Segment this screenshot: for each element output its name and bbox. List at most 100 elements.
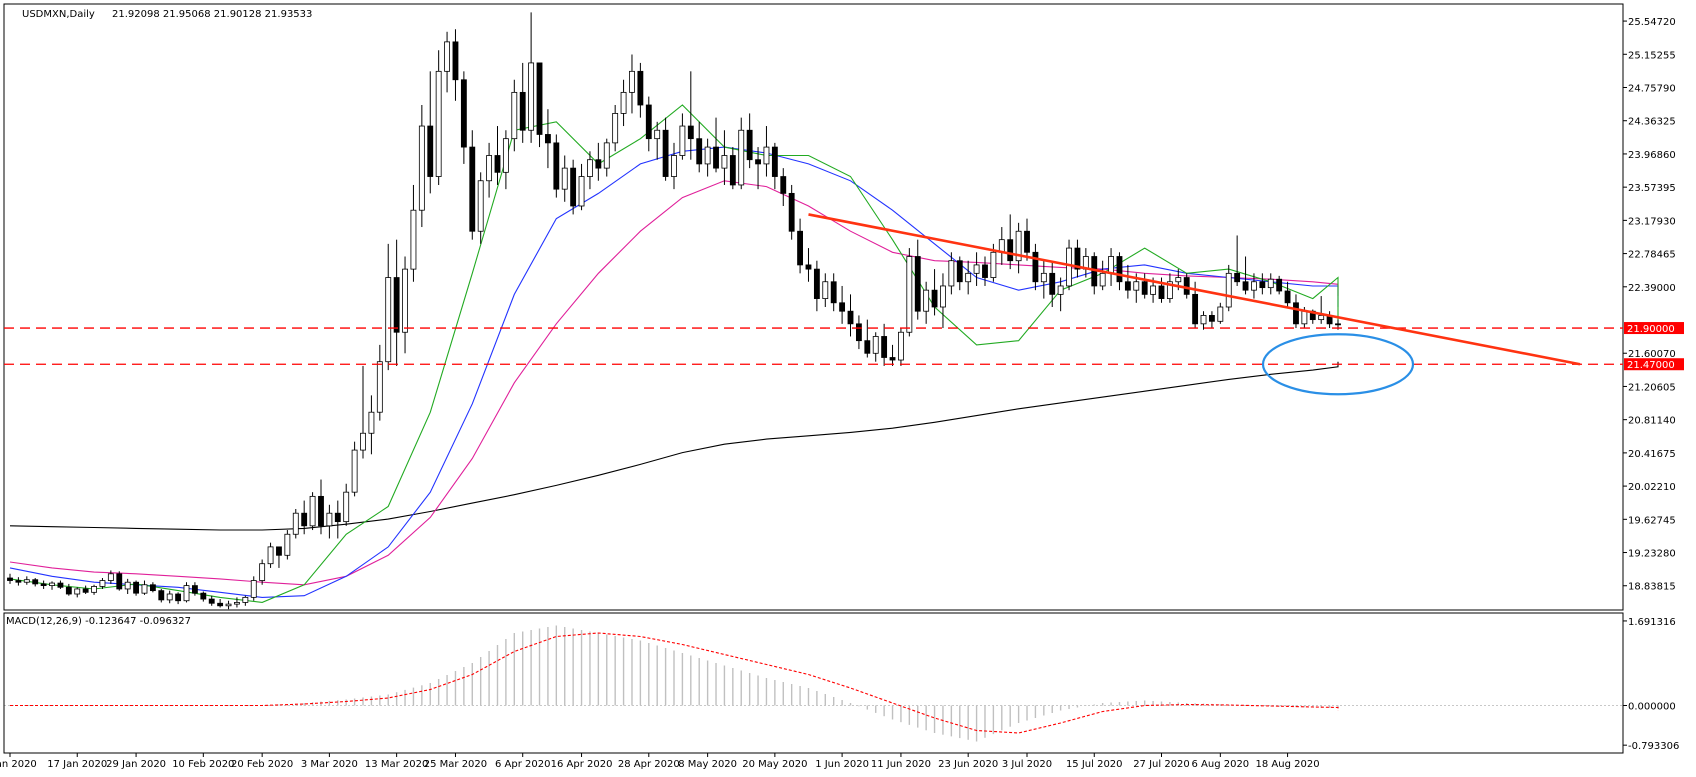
candle xyxy=(1183,273,1190,299)
candle-body-bear xyxy=(1234,272,1241,283)
candle xyxy=(486,142,493,198)
candle xyxy=(477,172,484,244)
candle xyxy=(696,121,703,173)
candle xyxy=(1259,273,1266,295)
candle xyxy=(410,184,417,282)
candle xyxy=(368,395,375,455)
candle-body-bear xyxy=(662,129,669,177)
x-tick-label: 16 Apr 2020 xyxy=(551,759,613,770)
candle-body-bear xyxy=(1116,256,1123,283)
macd-y-tick-label: 0.000000 xyxy=(1628,702,1676,713)
candle xyxy=(763,126,770,177)
support-level-label: 21.90000 xyxy=(1627,324,1675,335)
candle xyxy=(318,479,324,535)
candle-body-bear xyxy=(755,159,761,165)
candle-body-bear xyxy=(1209,315,1215,322)
candle-body-bear xyxy=(931,289,938,308)
candle-body-bull xyxy=(351,449,358,493)
candle xyxy=(301,500,308,535)
candle xyxy=(620,79,627,127)
candle xyxy=(519,62,526,143)
candle xyxy=(603,138,610,177)
candle-body-bull xyxy=(906,256,913,333)
candle-body-bear xyxy=(334,512,341,523)
x-tick-label: 10 Feb 2020 xyxy=(172,759,234,770)
candle-body-bear xyxy=(158,590,165,601)
candle-body-bull xyxy=(343,491,350,523)
x-tick-label: 6 Aug 2020 xyxy=(1191,759,1249,770)
candle-body-bull xyxy=(898,331,904,361)
candle xyxy=(671,142,677,190)
candle-body-bear xyxy=(830,281,837,304)
candle-body-bull xyxy=(990,251,997,278)
candle xyxy=(965,260,972,295)
candle-body-bear xyxy=(881,336,888,358)
candle xyxy=(864,319,871,358)
candle-body-bull xyxy=(225,603,232,607)
candle-body-bear xyxy=(746,129,753,161)
candle-body-bull xyxy=(763,146,770,165)
candle xyxy=(292,509,299,539)
candle xyxy=(1032,243,1039,291)
candle xyxy=(813,260,820,312)
candle xyxy=(855,315,862,350)
candle xyxy=(208,595,215,606)
candle xyxy=(931,269,938,316)
candle-body-bull xyxy=(1150,285,1157,295)
candle-body-bull xyxy=(444,41,450,72)
candle-body-bull xyxy=(1225,272,1232,308)
candle xyxy=(276,546,282,568)
candle xyxy=(536,62,543,148)
candle xyxy=(746,113,753,169)
candle xyxy=(1234,235,1241,286)
candle-body-bull xyxy=(49,582,55,586)
y-tick-label: 21.20605 xyxy=(1628,382,1676,393)
candle xyxy=(830,273,837,312)
candle xyxy=(805,248,812,282)
candle xyxy=(1015,222,1022,274)
candle-body-bear xyxy=(982,264,988,278)
candle xyxy=(1200,311,1207,330)
candle-body-bull xyxy=(486,155,493,182)
candle-body-bear xyxy=(208,598,215,604)
candle-body-bull xyxy=(385,277,392,363)
candle-body-bull xyxy=(872,336,879,354)
candle xyxy=(561,155,568,202)
candle xyxy=(1124,264,1131,299)
candle-body-bear xyxy=(1049,272,1056,295)
candle xyxy=(334,500,341,539)
candle-body-bear xyxy=(729,155,736,186)
candle xyxy=(881,323,888,366)
candle-body-bear xyxy=(687,125,694,140)
macd-signal-line xyxy=(10,632,1339,734)
candle xyxy=(259,559,266,585)
candle xyxy=(116,571,123,591)
candle xyxy=(82,585,89,595)
candle xyxy=(645,96,652,152)
candle-body-bear xyxy=(914,256,921,312)
candle-body-bear xyxy=(175,593,182,602)
candle xyxy=(1225,264,1232,312)
candle-body-bear xyxy=(545,134,551,144)
candle-body-bear xyxy=(133,581,139,594)
candle-body-bull xyxy=(1251,281,1257,291)
x-tick-label: 3 Jul 2020 xyxy=(1002,759,1052,770)
candle-body-bull xyxy=(124,581,131,590)
candle-body-bear xyxy=(82,588,89,593)
candle-body-bear xyxy=(65,586,72,595)
candle-body-bear xyxy=(713,146,719,169)
candle xyxy=(587,151,593,190)
candle xyxy=(906,248,913,337)
macd-panel xyxy=(4,625,1623,742)
candle-body-bull xyxy=(940,285,946,308)
candle xyxy=(40,580,47,589)
candle xyxy=(1099,260,1106,291)
candle xyxy=(326,504,333,539)
price-panel xyxy=(7,12,1341,610)
y-tick-label: 20.81140 xyxy=(1628,416,1676,427)
candle xyxy=(267,542,274,568)
candle xyxy=(1166,273,1173,303)
candle-body-bull xyxy=(738,129,745,186)
candle-body-bull xyxy=(1015,230,1022,262)
